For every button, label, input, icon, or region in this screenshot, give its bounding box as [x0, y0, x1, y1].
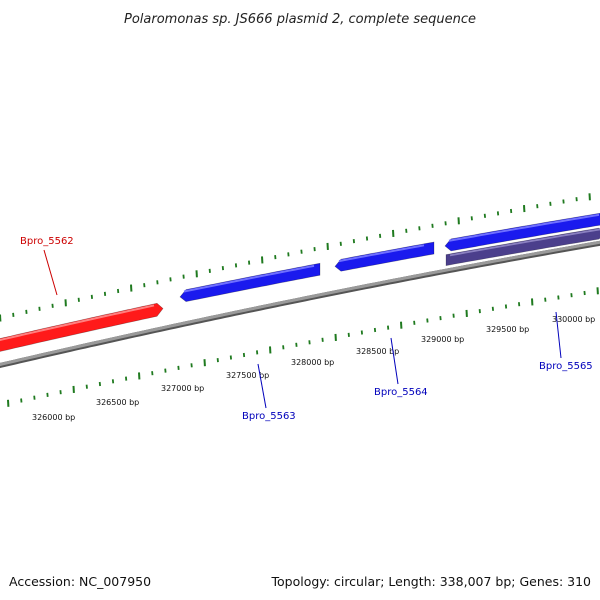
gene-arrow-bpro-5562[interactable] [0, 302, 164, 352]
backbone-shadow [0, 240, 600, 369]
gene-label-bpro-5564[interactable]: Bpro_5564 [374, 387, 428, 398]
bp-label: 327000 bp [161, 384, 204, 393]
bp-label: 328000 bp [291, 358, 334, 367]
outer-tick-ring [0, 193, 591, 322]
leader-line-bpro-5565 [555, 311, 562, 359]
bp-label: 329000 bp [421, 335, 464, 344]
gene-arrow-bpro-5565-shadow [445, 227, 600, 266]
leader-line-bpro-5563 [257, 363, 267, 409]
bp-label: 328500 bp [356, 347, 399, 356]
bp-label: 330000 bp [552, 315, 595, 324]
bp-label: 327500 bp [226, 371, 269, 380]
leader-line-bpro-5562 [43, 249, 58, 296]
gene-label-bpro-5565[interactable]: Bpro_5565 [539, 361, 593, 372]
gene-arrow-bpro-5562-highlight [0, 304, 155, 342]
gene-arrow-bpro-5564-highlight [338, 244, 425, 263]
gene-arrow-bpro-5563-highlight [183, 264, 315, 293]
accession-text: Accession: NC_007950 [9, 574, 151, 589]
gene-arrow-bpro-5564[interactable] [334, 241, 435, 272]
bp-label: 326500 bp [96, 398, 139, 407]
topology-summary-text: Topology: circular; Length: 338,007 bp; … [271, 574, 592, 589]
plasmid-backbone [0, 240, 600, 367]
leader-line-bpro-5564 [390, 337, 399, 385]
gene-label-bpro-5562[interactable]: Bpro_5562 [20, 236, 74, 247]
gene-arrow-bpro-5565[interactable] [444, 212, 600, 252]
gene-arrow-bpro-5565-highlight [448, 213, 600, 242]
gene-label-bpro-5563[interactable]: Bpro_5563 [242, 411, 296, 422]
gene-arrow-bpro-5565-highlight [449, 228, 600, 257]
bp-label: 329500 bp [486, 325, 529, 334]
inner-tick-ring [7, 287, 599, 407]
gene-arrow-bpro-5563[interactable] [179, 262, 321, 302]
map-title: Polaromonas sp. JS666 plasmid 2, complet… [124, 12, 476, 27]
bp-label: 326000 bp [32, 413, 75, 422]
